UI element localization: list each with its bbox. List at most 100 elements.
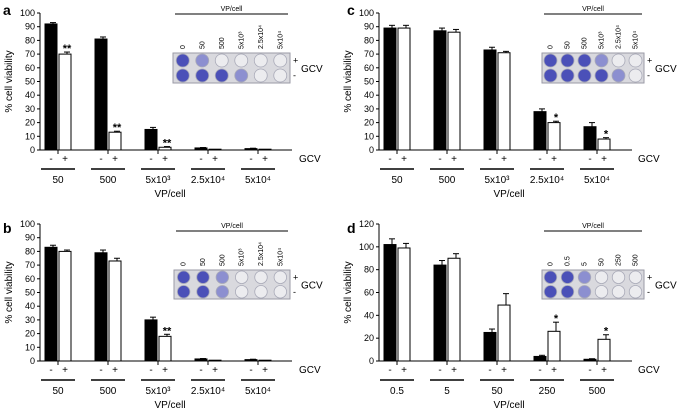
inset-well-b	[235, 270, 249, 284]
y-tick-label-d: 100	[359, 242, 374, 252]
y-tick-label-d: 120	[359, 219, 374, 229]
bar-b-minus-4	[244, 359, 258, 362]
y-tick-label-a: 20	[25, 118, 35, 128]
inset-well-c	[543, 53, 558, 68]
inset-well-b	[254, 270, 268, 284]
x-axis-title-a: VP/cell	[154, 189, 185, 200]
treatment-mark-b: -	[49, 365, 52, 376]
bar-c-minus-0	[383, 27, 397, 151]
bar-a-minus-0	[44, 23, 58, 151]
treatment-mark-c: -	[538, 154, 541, 165]
treatment-mark-b: +	[62, 365, 68, 376]
y-tick-label-b: 10	[25, 342, 35, 352]
treatment-mark-a: +	[262, 154, 268, 165]
treatment-mark-b: -	[199, 365, 202, 376]
treatment-mark-a: +	[212, 154, 218, 165]
y-tick-label-d: 60	[364, 288, 374, 298]
inset-well-a	[195, 53, 210, 68]
significance-a: **	[163, 138, 172, 150]
inset-well-d	[577, 270, 592, 284]
inset-well-a	[234, 68, 249, 83]
inset-plate-d	[541, 269, 645, 300]
inset-row-mark-d: -	[647, 287, 650, 297]
y-tick-label-a: 30	[25, 104, 35, 114]
significance-a: **	[63, 43, 72, 55]
y-tick-label-b: 50	[25, 288, 35, 298]
inset-row-label-b: GCV	[301, 281, 323, 292]
inset-row-mark-c: -	[647, 71, 650, 81]
category-label-a: 2.5x10⁴	[191, 175, 225, 186]
y-tick-label-c: 80	[364, 35, 374, 45]
inset-column-label-c: 500	[582, 37, 589, 49]
inset-well-a	[175, 68, 190, 83]
y-tick-label-a: 40	[25, 90, 35, 100]
bar-c-plus-3	[547, 122, 561, 151]
inset-well-d	[560, 285, 575, 299]
bar-d-plus-0	[397, 247, 411, 362]
inset-well-a	[273, 53, 288, 68]
category-label-b: 50	[52, 386, 64, 397]
bar-d-plus-1	[447, 257, 461, 362]
y-axis-title-c: % cell viability	[343, 50, 354, 112]
x-axis-title-c: VP/cell	[493, 189, 524, 200]
inset-column-label-a: 5x10⁴	[277, 31, 284, 49]
inset-row-mark-a: -	[293, 71, 296, 81]
inset-well-c	[594, 53, 609, 68]
inset-well-b	[273, 270, 287, 284]
treatment-mark-d: +	[601, 365, 607, 376]
y-tick-label-a: 90	[25, 22, 35, 32]
inset-well-a	[195, 68, 210, 83]
category-label-c: 500	[439, 175, 456, 186]
inset-title-c: VP/cell	[582, 6, 604, 13]
bar-b-plus-3	[208, 359, 222, 362]
treatment-mark-b: -	[249, 365, 252, 376]
inset-well-d	[628, 285, 643, 299]
treatment-mark-b: -	[149, 365, 152, 376]
inset-well-c	[611, 53, 626, 68]
inset-well-d	[543, 285, 558, 299]
inset-plate-b	[173, 269, 291, 300]
treatment-mark-b: -	[99, 365, 102, 376]
treatment-mark-a: -	[249, 154, 252, 165]
panel-letter-a: a	[3, 2, 11, 18]
category-label-a: 500	[100, 175, 117, 186]
inset-well-b	[215, 285, 229, 299]
significance-d: *	[604, 326, 609, 338]
inset-well-d	[560, 270, 575, 284]
y-tick-label-b: 70	[25, 260, 35, 270]
inset-well-c	[560, 53, 575, 68]
inset-row-mark-d: +	[647, 272, 652, 282]
category-label-c: 5x10³	[484, 175, 510, 186]
y-tick-label-b: 60	[25, 274, 35, 284]
category-label-d: 0.5	[390, 386, 404, 397]
inset-well-d	[543, 270, 558, 284]
y-tick-label-c: 20	[364, 118, 374, 128]
treatment-mark-b: +	[112, 365, 118, 376]
inset-well-c	[577, 53, 592, 68]
category-label-d: 500	[589, 386, 606, 397]
treatment-mark-c: -	[488, 154, 491, 165]
inset-column-label-c: 5x10³	[599, 31, 606, 49]
inset-column-label-a: 2.5x10⁴	[258, 25, 265, 49]
inset-well-b	[177, 285, 191, 299]
bar-d-minus-3	[533, 355, 547, 362]
bar-b-minus-3	[194, 358, 208, 362]
bar-c-plus-2	[497, 52, 511, 151]
inset-column-label-d: 0	[548, 262, 555, 266]
treatment-mark-d: -	[488, 365, 491, 376]
inset-row-mark-b: +	[293, 272, 298, 282]
treatment-mark-d: -	[438, 365, 441, 376]
inset-column-label-d: 5	[582, 262, 589, 266]
inset-row-label-d: GCV	[655, 281, 677, 292]
treatment-mark-d: +	[451, 365, 457, 376]
treatment-mark-a: -	[99, 154, 102, 165]
bar-d-minus-4	[583, 358, 597, 362]
inset-column-label-b: 5x10³	[239, 248, 246, 266]
inset-column-label-c: 2.5x10⁴	[616, 25, 623, 49]
treatment-mark-d: +	[551, 365, 557, 376]
inset-column-label-d: 250	[616, 254, 623, 266]
inset-title-a: VP/cell	[221, 6, 243, 13]
bar-a-plus-0	[58, 53, 72, 151]
inset-column-label-a: 5x10³	[238, 31, 245, 49]
